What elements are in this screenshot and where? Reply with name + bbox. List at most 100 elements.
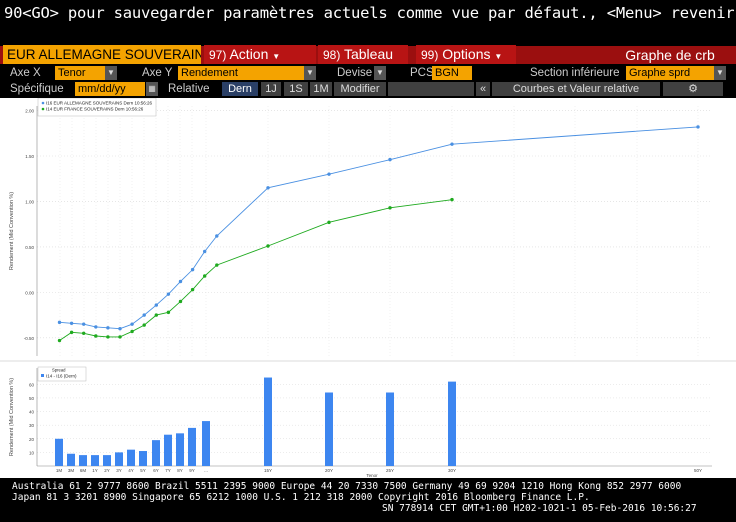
curves-relative-value-button[interactable]: Courbes et Valeur relative [492,82,660,96]
data-point [450,197,454,202]
action-menu[interactable]: 97) Action ▼ [204,45,316,64]
data-point [388,206,392,210]
y-tick-label: 40 [29,410,35,415]
data-point [118,335,122,339]
data-point [118,327,122,331]
tableau-menu-number: 98) [323,48,341,62]
data-point [94,325,98,329]
collapse-icon[interactable]: « [476,82,490,96]
data-point [203,249,207,254]
data-point [106,335,110,339]
legend-marker [41,107,45,111]
date-field[interactable]: mm/dd/yy [75,82,145,96]
y-tick-label: 50 [29,396,35,401]
spread-bar [152,440,160,466]
x-tick-label: 9Y [189,468,195,473]
x-tick-label: 25Y [386,468,394,473]
axe-x-field[interactable]: Tenor [55,66,105,80]
action-menu-label: Action [229,46,269,62]
data-point [327,172,331,176]
y-tick-label: -0.50 [24,336,35,341]
data-point [154,303,158,307]
specifique-label: Spécifique [10,83,64,95]
range-button-1j[interactable]: 1J [261,82,281,96]
data-point [190,267,195,272]
spread-bar [325,392,333,466]
curve-chart-svg: 2.00 1.50 1.00 0.50 0.00 -0.50 Rendement (Mid … [0,97,736,478]
y-tick-label: 1.50 [25,154,34,159]
legend-marker [41,101,45,105]
options-menu-number: 99) [421,48,439,62]
x-tick-label: 5Y [140,468,146,473]
tableau-menu[interactable]: 98) Tableau [318,45,408,64]
pcs-field[interactable]: BGN [432,66,472,80]
data-point [130,329,134,334]
chevron-down-icon[interactable]: ▼ [374,66,386,80]
data-point [450,142,454,146]
spread-bar [91,455,99,466]
y-tick-label: 60 [29,382,35,387]
gear-icon[interactable]: ⚙ [663,82,723,96]
spread-bar [448,381,456,466]
series-line [59,199,453,341]
data-point [203,274,207,278]
data-point [215,234,219,238]
data-point [142,313,146,317]
y-tick-label: 2.00 [25,109,34,114]
x-tick-label: 6Y [153,468,159,473]
data-point [327,220,331,225]
calendar-icon[interactable]: ▦ [146,82,158,96]
command-hint: 90<GO> pour sauvegarder paramètres actue… [4,4,734,22]
x-axis-label: Tenor [366,473,378,478]
spread-bar [115,452,123,466]
modifier-field[interactable] [388,82,474,96]
modifier-button[interactable]: Modifier [334,82,386,96]
x-tick-label: 4Y [128,468,134,473]
range-button-1s[interactable]: 1S [284,82,308,96]
axe-y-field[interactable]: Rendement [178,66,304,80]
spread-bar [79,455,87,466]
tableau-menu-label: Tableau [343,46,394,62]
x-tick-label: 20Y [325,468,333,473]
range-button-dern[interactable]: Dern [222,82,258,96]
devise-label: Devise [337,67,373,79]
spread-bar [264,377,272,466]
chevron-down-icon: ▼ [494,52,503,61]
spread-bar [164,434,172,466]
data-point [57,320,62,325]
section-field[interactable]: Graphe sprd [626,66,714,80]
spread-bar [386,392,394,466]
spread-bar [188,427,196,466]
chevron-down-icon[interactable]: ▼ [714,66,726,80]
data-point [130,322,134,326]
spread-bar [176,433,184,466]
range-button-1m[interactable]: 1M [310,82,332,96]
data-point [106,326,110,330]
legend-entry: I14 EUR FRANCE SOUVERAINS Dern 10:56:26 [46,107,144,112]
x-tick-label: 50Y [694,468,702,473]
data-point [178,299,183,304]
data-point [166,292,171,296]
axe-y-label: Axe Y [142,67,173,79]
chevron-down-icon[interactable]: ▼ [105,66,117,80]
footer-contacts-line1: Australia 61 2 9777 8600 Brazil 5511 239… [12,481,682,492]
x-tick-label: 3Y [116,468,122,473]
legend-box [37,366,87,382]
data-point [69,321,74,325]
security-name[interactable]: EUR ALLEMAGNE SOUVERAINS [3,45,201,64]
axis-settings-row: Axe X Tenor ▼ Axe Y Rendement ▼ Devise ▼… [0,65,736,81]
date-settings-row: Spécifique mm/dd/yy ▦ Relative Dern 1J 1… [0,81,736,97]
data-point [154,313,158,317]
y-tick-label: 0.00 [25,290,34,295]
chevron-down-icon[interactable]: ▼ [304,66,316,80]
spread-bar [127,449,135,466]
y-tick-label: 1.00 [25,199,34,204]
data-point [82,331,86,335]
y-axis-label: Rendement (Mid Convention %) [9,192,15,270]
options-menu[interactable]: 99) Options ▼ [416,45,516,64]
x-tick-label: 2Y [104,468,110,473]
legend-title: Spread [52,368,66,373]
data-point [166,310,171,315]
x-tick-label: 15Y [264,468,272,473]
data-point [142,323,146,327]
